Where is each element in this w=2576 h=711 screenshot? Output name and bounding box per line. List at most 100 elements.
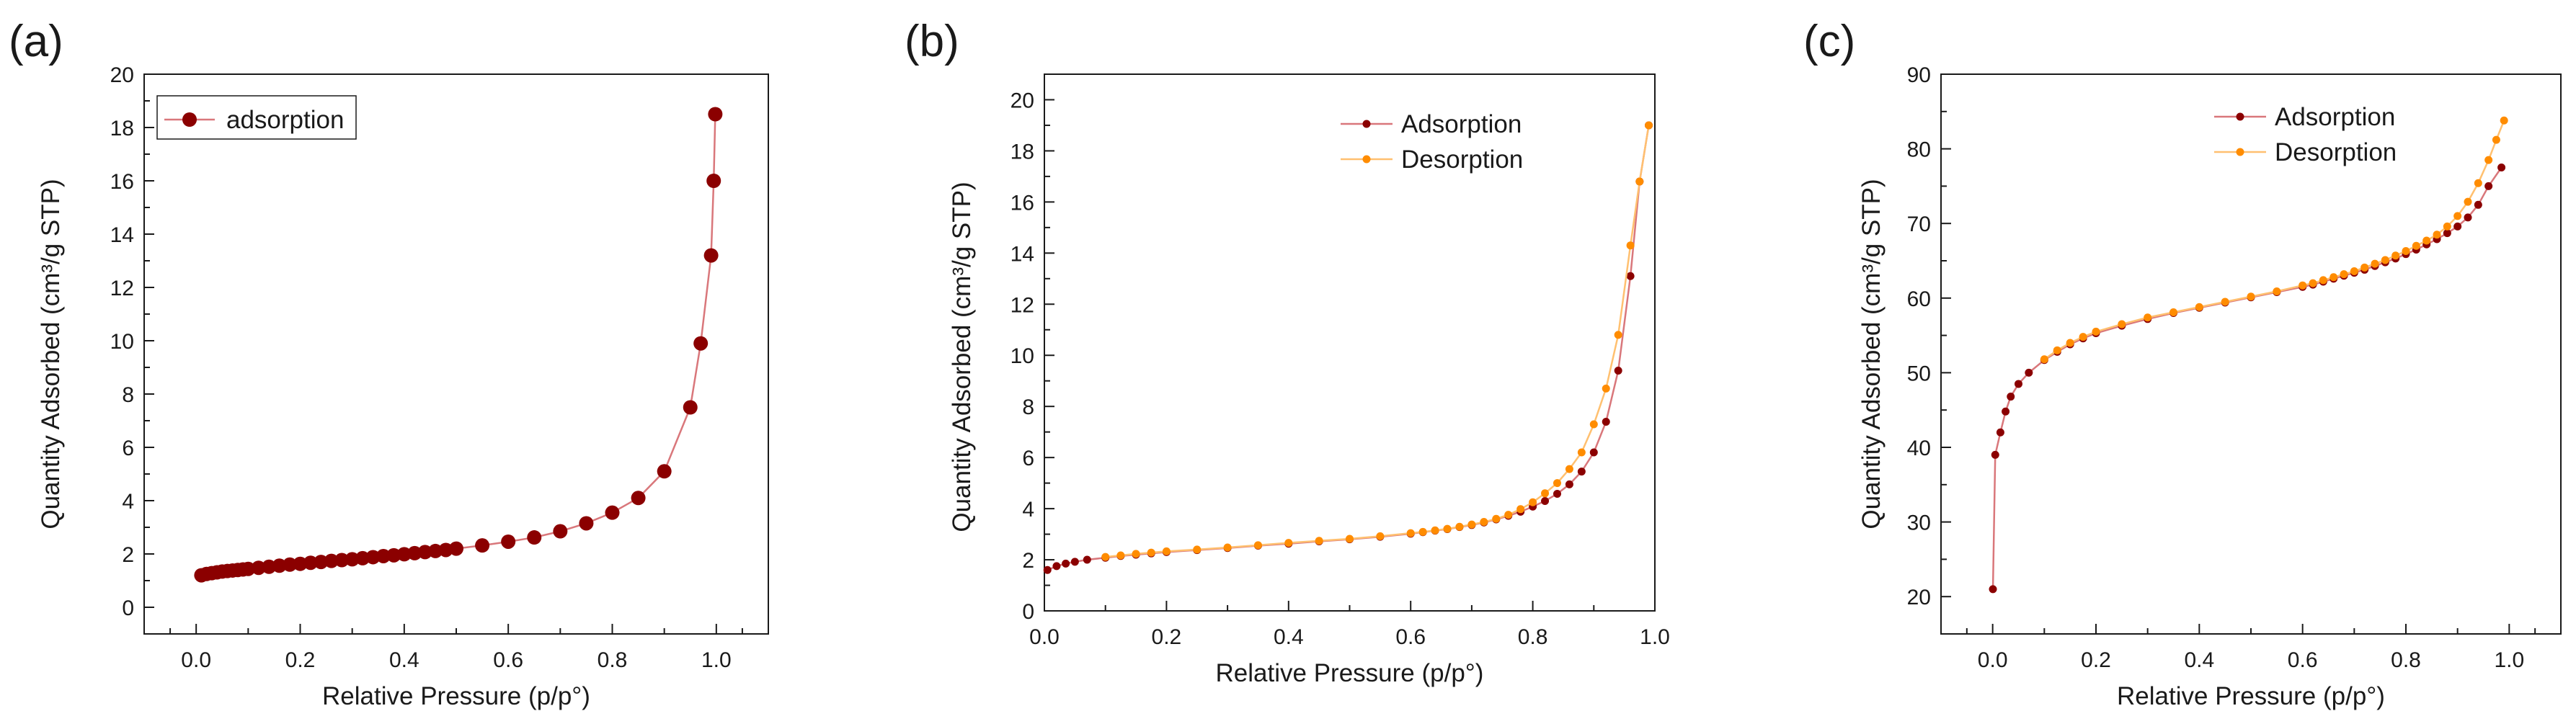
x-tick-label: 0.2 bbox=[1152, 625, 1182, 649]
y-tick-label: 12 bbox=[1011, 293, 1034, 317]
desorption-point bbox=[1480, 518, 1488, 527]
legend-label: Desorption bbox=[1401, 146, 1523, 174]
legend-marker bbox=[2236, 148, 2244, 156]
adsorption-point bbox=[553, 524, 568, 539]
adsorption-point bbox=[376, 548, 391, 563]
y-axis: 0 2 4 6 8 10 12 14 16 18 20 bbox=[110, 63, 154, 620]
x-tick-label: 0.8 bbox=[1518, 625, 1548, 649]
adsorption-point bbox=[1991, 450, 1999, 459]
adsorption-point bbox=[605, 505, 620, 520]
adsorption-point bbox=[324, 553, 339, 568]
y-tick-label: 18 bbox=[1011, 140, 1034, 164]
x-tick-label: 0.4 bbox=[2184, 648, 2214, 672]
y-tick-label: 8 bbox=[122, 383, 134, 407]
y-tick-label: 6 bbox=[122, 437, 134, 460]
y-tick-label: 14 bbox=[1011, 242, 1034, 266]
desorption-point bbox=[1418, 527, 1427, 536]
adsorption-point bbox=[251, 560, 266, 576]
adsorption-point bbox=[2025, 368, 2033, 377]
x-axis: 0.0 0.2 0.4 0.6 0.8 1.0 bbox=[1029, 601, 1670, 649]
adsorption-point bbox=[1565, 480, 1573, 488]
y-tick-label: 14 bbox=[110, 223, 134, 247]
desorption-point bbox=[2484, 156, 2493, 164]
desorption-point bbox=[2329, 273, 2338, 282]
x-tick-label: 0.0 bbox=[181, 648, 211, 672]
adsorption-point bbox=[2474, 200, 2482, 209]
desorption-point bbox=[2391, 251, 2400, 260]
y-tick-label: 2 bbox=[1022, 549, 1034, 573]
desorption-point bbox=[1132, 550, 1140, 558]
series-adsorption bbox=[1989, 164, 2506, 594]
desorption-point bbox=[2040, 355, 2048, 364]
adsorption-point bbox=[2484, 182, 2493, 190]
desorption-point bbox=[1284, 539, 1293, 547]
desorption-point bbox=[2309, 279, 2317, 287]
desorption-point bbox=[1553, 479, 1561, 488]
y-tick-label: 20 bbox=[110, 63, 134, 87]
legend-marker bbox=[1362, 120, 1371, 128]
desorption-point bbox=[1116, 551, 1125, 560]
panel-label: (b) bbox=[905, 17, 959, 66]
adsorption-point bbox=[1614, 367, 1622, 375]
x-tick-label: 0.6 bbox=[2288, 648, 2318, 672]
desorption-point bbox=[1504, 511, 1513, 519]
desorption-point bbox=[2092, 327, 2100, 336]
y-axis: 20 30 40 50 60 70 80 90 bbox=[1907, 63, 1951, 609]
chart-panel-a: (a) 0.0 0.2 0.4 0.6 0.8 1.0 0 2 4 6 8 10 12 14 16 18 20 Re… bbox=[9, 17, 769, 710]
adsorption-point bbox=[241, 561, 256, 576]
adsorption-point bbox=[2453, 222, 2462, 231]
y-tick-label: 6 bbox=[1022, 447, 1034, 470]
adsorption-point bbox=[417, 545, 432, 560]
adsorption-point bbox=[303, 555, 318, 571]
adsorption-point bbox=[1996, 428, 2004, 437]
desorption-point bbox=[1577, 448, 1586, 457]
desorption-point bbox=[1223, 543, 1232, 552]
desorption-point bbox=[2350, 267, 2358, 276]
adsorption-point bbox=[2497, 164, 2506, 171]
y-tick-label: 10 bbox=[110, 330, 134, 354]
desorption-point bbox=[1635, 177, 1644, 186]
x-tick-label: 0.6 bbox=[493, 648, 523, 672]
y-tick-label: 2 bbox=[122, 543, 134, 567]
desorption-point bbox=[1565, 465, 1573, 473]
x-tick-label: 0.2 bbox=[285, 648, 316, 672]
desorption-point bbox=[2066, 339, 2074, 347]
x-tick-label: 1.0 bbox=[2494, 648, 2524, 672]
desorption-point bbox=[1147, 548, 1155, 557]
adsorption-point bbox=[1626, 272, 1635, 280]
desorption-point bbox=[2402, 247, 2410, 256]
y-axis-title: Quantity Adsorbed (cm³/g STP) bbox=[37, 179, 65, 529]
x-tick-label: 0.8 bbox=[2391, 648, 2421, 672]
adsorption-point bbox=[1043, 565, 1052, 574]
series-desorption bbox=[1101, 121, 1653, 561]
desorption-point bbox=[2247, 292, 2255, 301]
desorption-point bbox=[2443, 222, 2451, 231]
adsorption-point bbox=[355, 550, 370, 565]
desorption-point bbox=[1541, 489, 1550, 498]
y-axis-title: Quantity Adsorbed (cm³/g STP) bbox=[948, 182, 976, 532]
x-tick-label: 1.0 bbox=[1640, 625, 1670, 649]
plot-frame bbox=[1940, 73, 2562, 635]
desorption-point bbox=[2221, 298, 2229, 306]
y-tick-label: 18 bbox=[110, 117, 134, 140]
x-tick-label: 0.2 bbox=[2081, 648, 2111, 672]
adsorption-line bbox=[201, 114, 716, 576]
y-tick-label: 4 bbox=[1022, 498, 1034, 522]
legend: Adsorption Desorption bbox=[2214, 103, 2397, 166]
desorption-point bbox=[1101, 553, 1110, 561]
chart-panel-b: (b) 0.0 0.2 0.4 0.6 0.8 1.0 0 2 4 6 8 10 12 14 16 18 20 Re… bbox=[905, 17, 1670, 687]
adsorption-point bbox=[1083, 555, 1091, 564]
x-tick-label: 0.0 bbox=[1978, 648, 2008, 672]
adsorption-point bbox=[449, 541, 463, 556]
adsorption-point bbox=[407, 545, 422, 560]
legend: adsorption bbox=[156, 95, 357, 140]
x-tick-label: 0.4 bbox=[389, 648, 419, 672]
adsorption-point bbox=[1070, 558, 1079, 566]
y-tick-label: 80 bbox=[1907, 138, 1931, 162]
adsorption-point bbox=[703, 248, 719, 263]
desorption-point bbox=[2474, 179, 2482, 187]
legend-marker bbox=[182, 112, 197, 127]
x-axis: 0.0 0.2 0.4 0.6 0.8 1.0 bbox=[1966, 624, 2536, 672]
desorption-point bbox=[2144, 313, 2152, 322]
y-tick-label: 20 bbox=[1907, 586, 1931, 609]
